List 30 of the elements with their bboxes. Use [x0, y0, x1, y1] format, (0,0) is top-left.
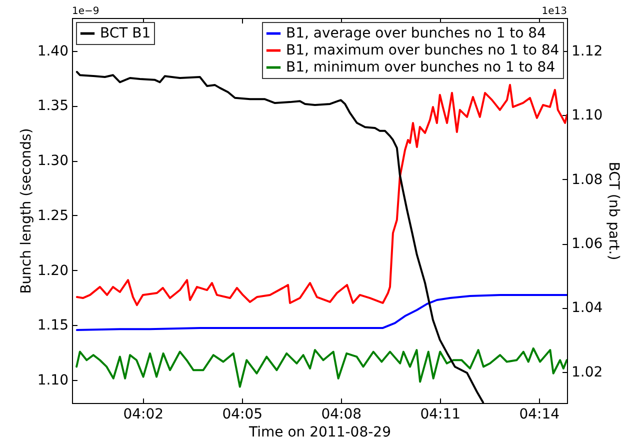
y-tick-label: 1.10	[37, 372, 68, 388]
x-tick-label: 04:02	[123, 406, 164, 422]
y2-tick-label: 1.10	[572, 108, 603, 124]
y-tick-label: 1.15	[37, 318, 68, 334]
legend-label: B1, maximum over bunches no 1 to 84	[286, 42, 560, 58]
text: 1e−9	[72, 6, 100, 17]
y2-tick-label: 1.12	[572, 44, 603, 60]
x-axis-title: Time on 2011-08-29	[248, 424, 391, 440]
x-tick-label: 04:14	[519, 406, 560, 422]
y2-tick-label: 1.04	[572, 300, 603, 316]
y2-tick-label: 1.02	[572, 364, 603, 380]
y2-tick-label: 1.06	[572, 236, 603, 252]
y-axis-title: Bunch length (seconds)	[18, 128, 34, 294]
line-series	[76, 347, 567, 388]
legend-label: B1, average over bunches no 1 to 84	[286, 26, 546, 42]
y-tick-label: 1.20	[37, 262, 68, 279]
y-tick-label: 1.35	[37, 98, 68, 114]
y-tick-label: 1.25	[37, 208, 68, 224]
y2-axis-title: BCT (nb part.)	[606, 162, 622, 260]
y-tick-label: 1.40	[37, 43, 68, 60]
legend-label: BCT B1	[100, 26, 151, 42]
legend-label: B1, minimum over bunches no 1 to 84	[286, 60, 556, 76]
y-tick-label: 1.30	[37, 153, 68, 170]
x-tick-label: 04:11	[420, 406, 461, 422]
text: 1e13	[542, 6, 567, 17]
y2-tick-label: 1.08	[572, 172, 603, 188]
line-series	[76, 84, 567, 306]
line-series	[76, 294, 567, 332]
x-tick-label: 04:05	[222, 406, 263, 422]
x-tick-label: 04:08	[321, 406, 362, 422]
